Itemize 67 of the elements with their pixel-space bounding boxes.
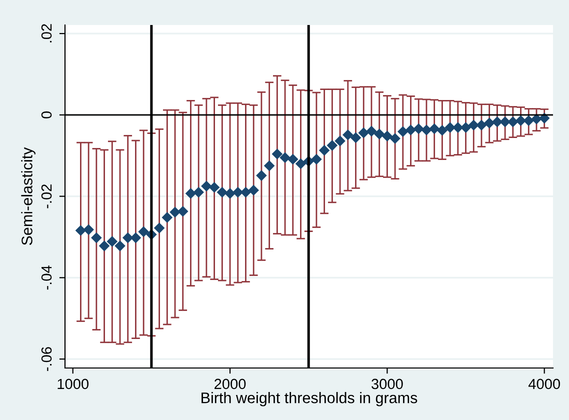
point	[319, 145, 330, 156]
point	[516, 116, 526, 126]
point	[327, 140, 338, 151]
point	[209, 182, 220, 192]
point	[288, 154, 298, 164]
point	[429, 124, 440, 134]
point	[99, 240, 110, 252]
point	[350, 132, 361, 143]
y-tick-label: -.06	[41, 347, 52, 371]
point	[83, 224, 94, 235]
y-axis-title: Semi-elasticity	[21, 147, 36, 246]
point	[390, 133, 400, 144]
point	[240, 187, 251, 198]
point	[178, 206, 188, 216]
point	[91, 232, 102, 243]
point	[460, 122, 471, 133]
point	[107, 236, 118, 247]
x-axis-title: Birth weight thresholds in grams	[202, 392, 418, 406]
point	[186, 188, 196, 199]
point	[484, 118, 494, 128]
point	[114, 240, 126, 252]
point	[366, 126, 377, 136]
y-tick-label: 0	[41, 111, 52, 118]
point	[280, 152, 290, 163]
point	[414, 124, 424, 134]
point	[334, 136, 346, 146]
point	[382, 130, 392, 142]
x-tick-label: 3000	[372, 378, 403, 390]
point	[406, 124, 416, 136]
point	[272, 148, 282, 160]
y-tick-label: -.02	[41, 184, 52, 208]
point	[217, 187, 228, 198]
point	[311, 154, 322, 164]
point	[358, 128, 369, 138]
point	[444, 122, 456, 133]
point	[122, 232, 133, 243]
point	[264, 160, 274, 171]
x-tick-label: 1000	[58, 378, 89, 390]
point	[524, 116, 534, 126]
x-tick-label: 4000	[528, 378, 560, 390]
point	[476, 120, 487, 130]
y-tick-label: -.04	[41, 266, 52, 290]
point	[452, 122, 464, 133]
point	[201, 181, 212, 192]
point	[193, 187, 204, 198]
point	[162, 212, 172, 223]
point	[232, 187, 243, 198]
point	[296, 158, 306, 169]
point	[500, 116, 510, 127]
point	[170, 207, 180, 218]
point	[421, 124, 432, 136]
point	[492, 116, 502, 127]
point	[138, 226, 149, 237]
point	[130, 232, 141, 243]
x-tick-label: 2000	[214, 378, 246, 390]
point	[374, 128, 384, 140]
point	[468, 120, 479, 130]
y-tick-label: .02	[41, 24, 52, 42]
point	[248, 185, 259, 196]
point	[154, 222, 164, 234]
point	[398, 126, 408, 137]
point	[256, 170, 267, 181]
point	[224, 188, 236, 199]
point	[342, 130, 354, 140]
point	[76, 225, 86, 236]
point	[437, 125, 448, 136]
point	[508, 116, 518, 127]
